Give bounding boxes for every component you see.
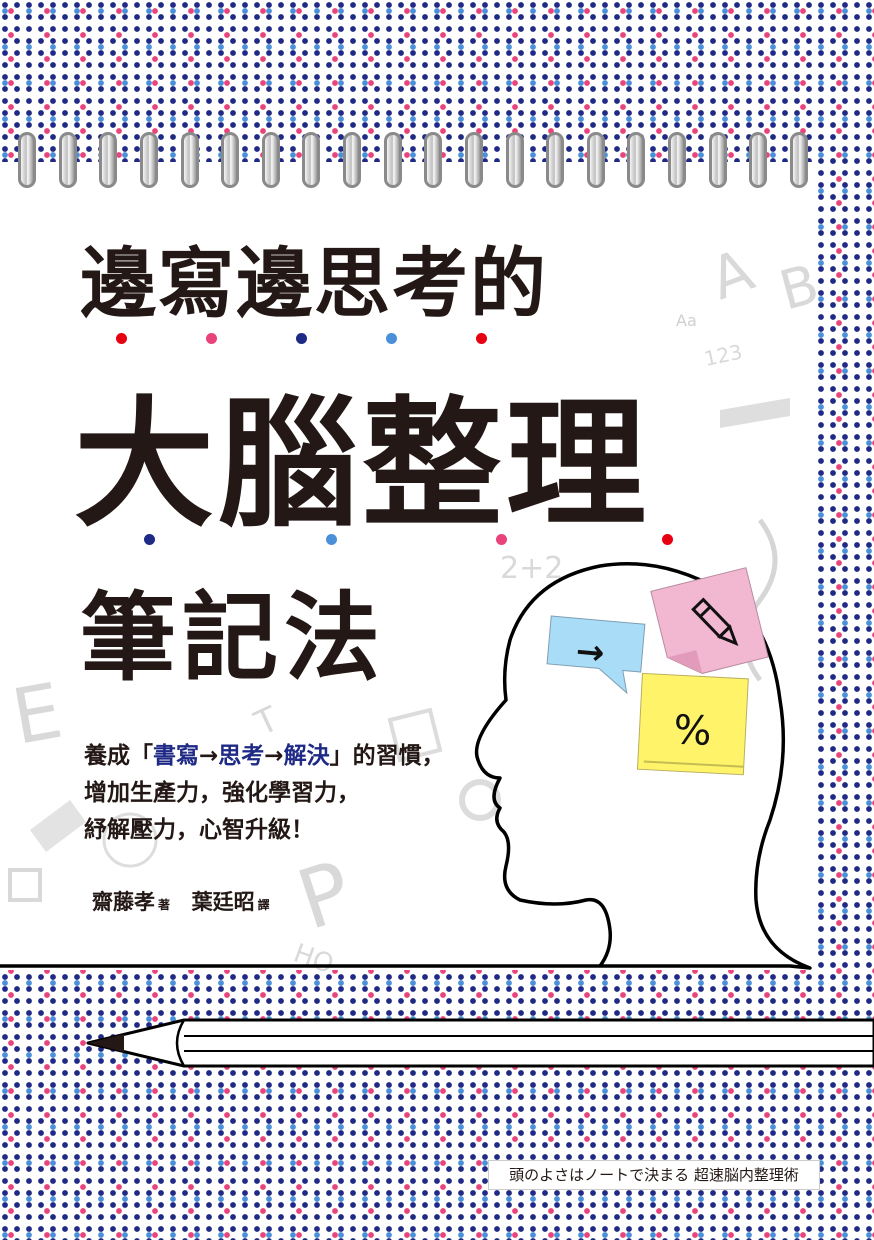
spiral-ring <box>668 132 686 188</box>
tagline-text: 養成「 <box>84 743 153 769</box>
spiral-ring <box>261 132 280 188</box>
decor-dot <box>144 534 155 545</box>
percent-note-glyph: % <box>672 707 712 755</box>
sticky-note-yellow: % <box>636 672 749 776</box>
pencil-icon <box>86 1018 874 1068</box>
spiral-ring <box>58 132 77 188</box>
tagline-line-3: 紓解壓力，心智升級！ <box>84 817 314 843</box>
spiral-ring <box>424 132 443 188</box>
sticky-note-pink <box>650 567 769 674</box>
translator-role: 譯 <box>257 898 270 912</box>
pen-icon <box>691 597 739 647</box>
decor-dot <box>496 534 507 545</box>
decor-dot <box>662 534 673 545</box>
spiral-ring <box>18 132 36 188</box>
author-credits: 齋藤孝著 葉廷昭譯 <box>92 886 286 916</box>
tagline-line-2: 增加生產力，強化學習力， <box>84 780 360 806</box>
tagline-highlight: 書寫 <box>153 743 199 769</box>
spiral-ring <box>505 132 524 188</box>
spiral-ring <box>708 132 727 188</box>
spiral-ring <box>749 132 768 188</box>
spiral-ring <box>383 132 402 188</box>
author-name: 齋藤孝 <box>92 890 155 914</box>
spiral-ring <box>343 132 361 188</box>
arrow-note-glyph: → <box>574 631 606 673</box>
decor-dot <box>476 333 487 344</box>
decor-dot <box>206 333 217 344</box>
decor-dot <box>116 333 127 344</box>
tagline-arrow: → <box>264 743 284 769</box>
tagline-highlight: 解決 <box>283 743 330 769</box>
decor-dot <box>386 333 397 344</box>
translator-name: 葉廷昭 <box>191 890 255 914</box>
spiral-binding <box>18 132 808 198</box>
spiral-ring <box>586 132 605 188</box>
head-outline <box>0 562 812 970</box>
original-title-label: 頭のよさはノートで決まる 超速脳内整理術 <box>488 1160 820 1190</box>
spiral-ring <box>139 132 158 188</box>
tagline: 養成「書寫→思考→解決」的習慣， 增加生產力，強化學習力， 紓解壓力，心智升級！ <box>84 738 445 849</box>
author-role: 著 <box>158 898 171 912</box>
decor-dot <box>296 333 307 344</box>
title-line-1: 邊寫邊思考的 <box>80 239 548 328</box>
spiral-ring <box>546 132 565 188</box>
title-line-3: 筆記法 <box>80 582 386 694</box>
tagline-arrow: → <box>199 743 219 769</box>
sticky-note-blue: → <box>546 615 646 695</box>
spiral-ring <box>464 132 483 188</box>
spiral-ring <box>302 132 321 188</box>
spiral-ring <box>627 132 646 188</box>
tagline-text: 」的習慣， <box>329 743 445 769</box>
spiral-ring <box>789 132 808 188</box>
title-main: 大腦整理 <box>74 384 651 547</box>
spiral-ring <box>221 132 240 188</box>
tagline-line-1: 養成「書寫→思考→解決」的習慣， <box>84 738 445 775</box>
decor-dot <box>326 534 337 545</box>
spiral-ring <box>99 132 118 188</box>
spiral-ring <box>180 132 199 188</box>
tagline-highlight: 思考 <box>218 743 265 769</box>
